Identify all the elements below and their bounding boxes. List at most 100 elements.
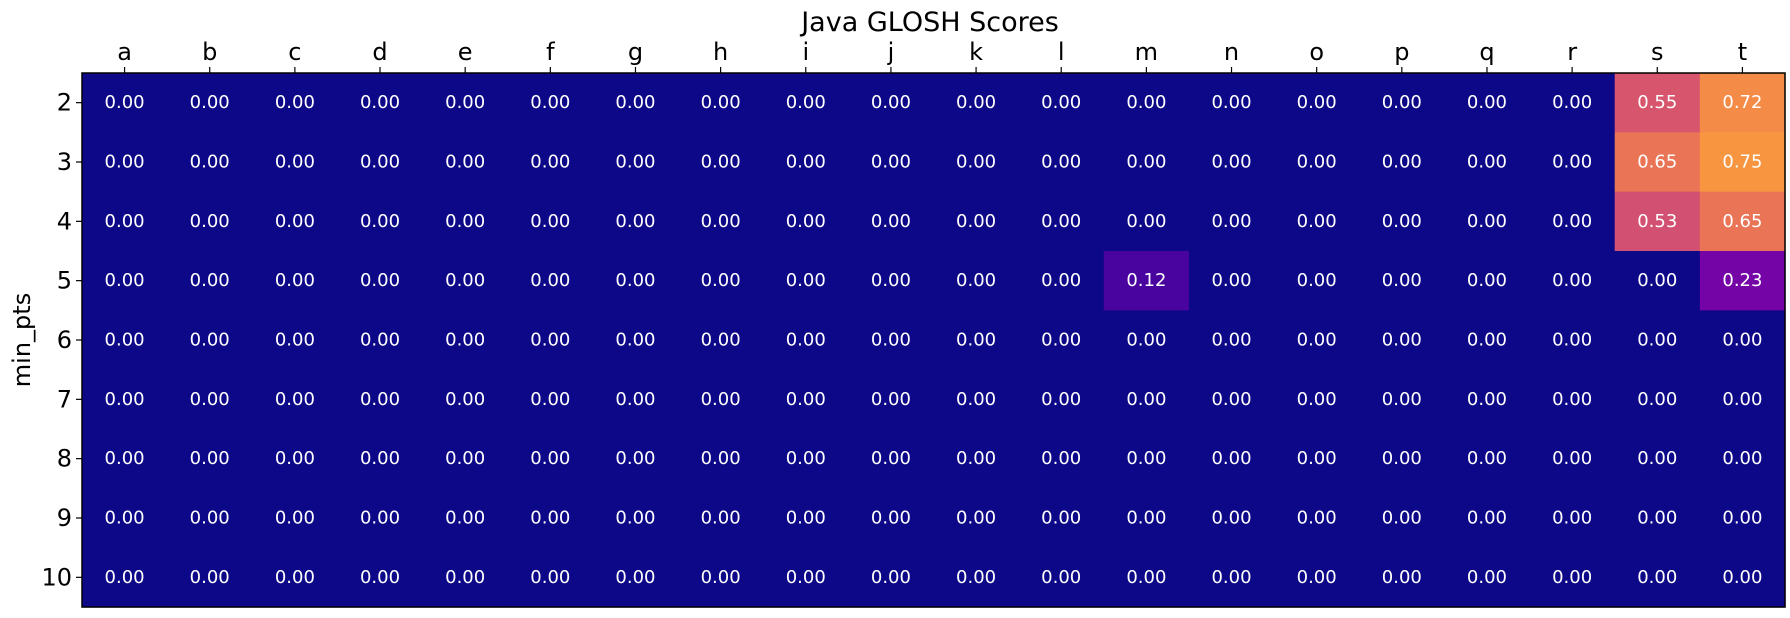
cell-value-label: 0.00: [275, 330, 315, 351]
cell-value-label: 0.00: [190, 389, 230, 410]
heatmap-cell: [1274, 251, 1360, 311]
cell-value-label: 0.00: [1297, 448, 1337, 469]
cell-value-label: 0.00: [871, 211, 911, 232]
cell-value-label: 0.00: [701, 389, 741, 410]
heatmap-cell: [337, 73, 424, 133]
heatmap-cell: [933, 73, 1020, 133]
x-tick-label: h: [713, 38, 728, 66]
cell-value-label: 0.00: [1467, 448, 1507, 469]
cell-value-label: 0.00: [1552, 152, 1592, 173]
heatmap-cell: [1103, 132, 1190, 193]
cell-value-label: 0.00: [275, 152, 315, 173]
cell-value-label: 0.00: [1126, 330, 1166, 351]
heatmap-cell: [848, 429, 935, 489]
heatmap-cell: [1018, 73, 1105, 133]
cell-value-label: 0.00: [445, 330, 485, 351]
heatmap-cell: [1359, 251, 1445, 311]
heatmap-cell: [337, 488, 424, 549]
heatmap-cell: [82, 369, 168, 430]
heatmap-cell: [933, 547, 1020, 608]
heatmap-cell: [1103, 488, 1190, 549]
heatmap-cell: [1103, 369, 1190, 430]
heatmap-cell: [678, 191, 764, 252]
cell-value-label: 0.00: [786, 389, 826, 410]
cell-value-label: 0.00: [190, 92, 230, 113]
heatmap-cell: [1188, 369, 1275, 430]
cell-value-label: 0.00: [275, 508, 315, 529]
heatmap-cell: [1444, 429, 1531, 489]
heatmap-cell: [1274, 132, 1360, 193]
heatmap-cell: [1018, 369, 1105, 430]
heatmap-cell: [933, 191, 1020, 252]
cell-value-label: 0.00: [615, 270, 655, 291]
x-tick-label: q: [1479, 38, 1494, 66]
heatmap-cell: [1274, 191, 1360, 252]
heatmap-cell: [1359, 132, 1445, 193]
cell-value-label: 0.00: [871, 270, 911, 291]
heatmap-cell: [763, 488, 849, 549]
heatmap-cell: [1103, 310, 1190, 371]
cell-value-label: 0.00: [1041, 330, 1081, 351]
heatmap-cell: [1359, 429, 1445, 489]
heatmap-cell: [422, 547, 509, 608]
heatmap-cell: [592, 429, 679, 489]
x-tick-label: b: [202, 38, 217, 66]
cell-value-label: 0.00: [1041, 92, 1081, 113]
cell-value-label: 0.00: [275, 211, 315, 232]
heatmap-cell: [1614, 251, 1701, 311]
heatmap-cell: [82, 251, 168, 311]
cell-value-label: 0.00: [1467, 152, 1507, 173]
heatmap-cell: [763, 251, 849, 311]
heatmap-cell: [1444, 132, 1531, 193]
cell-value-label: 0.00: [871, 508, 911, 529]
cell-value-label: 0.00: [360, 211, 400, 232]
cell-value-label: 0.00: [1722, 508, 1762, 529]
heatmap-cells: [82, 73, 1786, 608]
x-tick-label: s: [1651, 38, 1664, 66]
x-tick-label: n: [1224, 38, 1239, 66]
cell-value-label: 0.00: [105, 152, 145, 173]
cell-value-label: 0.53: [1637, 211, 1677, 232]
heatmap-cell: [82, 73, 168, 133]
heatmap-cell: [1359, 73, 1445, 133]
cell-value-label: 0.00: [1467, 211, 1507, 232]
heatmap-cell: [1018, 488, 1105, 549]
heatmap-cell: [82, 547, 168, 608]
heatmap-cell: [507, 547, 594, 608]
heatmap-cell: [1444, 191, 1531, 252]
heatmap-cell: [1188, 547, 1275, 608]
cell-value-label: 0.00: [1041, 448, 1081, 469]
heatmap-cell: [848, 73, 935, 133]
heatmap-cell: [167, 191, 253, 252]
heatmap-cell: [1614, 369, 1701, 430]
cell-value-label: 0.00: [1552, 270, 1592, 291]
heatmap-cell: [1699, 73, 1786, 133]
heatmap-cell: [1359, 310, 1445, 371]
heatmap-cell: [1444, 251, 1531, 311]
x-tick-label: r: [1567, 38, 1577, 66]
x-tick-label: a: [117, 38, 132, 66]
cell-value-label: 0.00: [190, 508, 230, 529]
heatmap-cell: [933, 488, 1020, 549]
cell-value-label: 0.00: [701, 508, 741, 529]
heatmap-cell: [933, 429, 1020, 489]
heatmap-cell: [422, 251, 509, 311]
heatmap-cell: [848, 369, 935, 430]
heatmap-cell: [422, 132, 509, 193]
heatmap-cell: [1699, 132, 1786, 193]
cell-value-label: 0.00: [1297, 567, 1337, 588]
cell-value-label: 0.00: [1382, 270, 1422, 291]
cell-value-label: 0.00: [530, 389, 570, 410]
heatmap-cell: [1444, 310, 1531, 371]
heatmap-cell: [848, 488, 935, 549]
heatmap-cell: [1614, 191, 1701, 252]
heatmap-cell: [678, 429, 764, 489]
heatmap-cell: [82, 488, 168, 549]
cell-value-label: 0.00: [1552, 211, 1592, 232]
cell-value-label: 0.72: [1722, 92, 1762, 113]
y-tick-label: 3: [57, 148, 72, 176]
heatmap-cell: [422, 429, 509, 489]
heatmap-cell: [678, 488, 764, 549]
cell-value-label: 0.00: [1041, 567, 1081, 588]
cell-value-label: 0.65: [1722, 211, 1762, 232]
